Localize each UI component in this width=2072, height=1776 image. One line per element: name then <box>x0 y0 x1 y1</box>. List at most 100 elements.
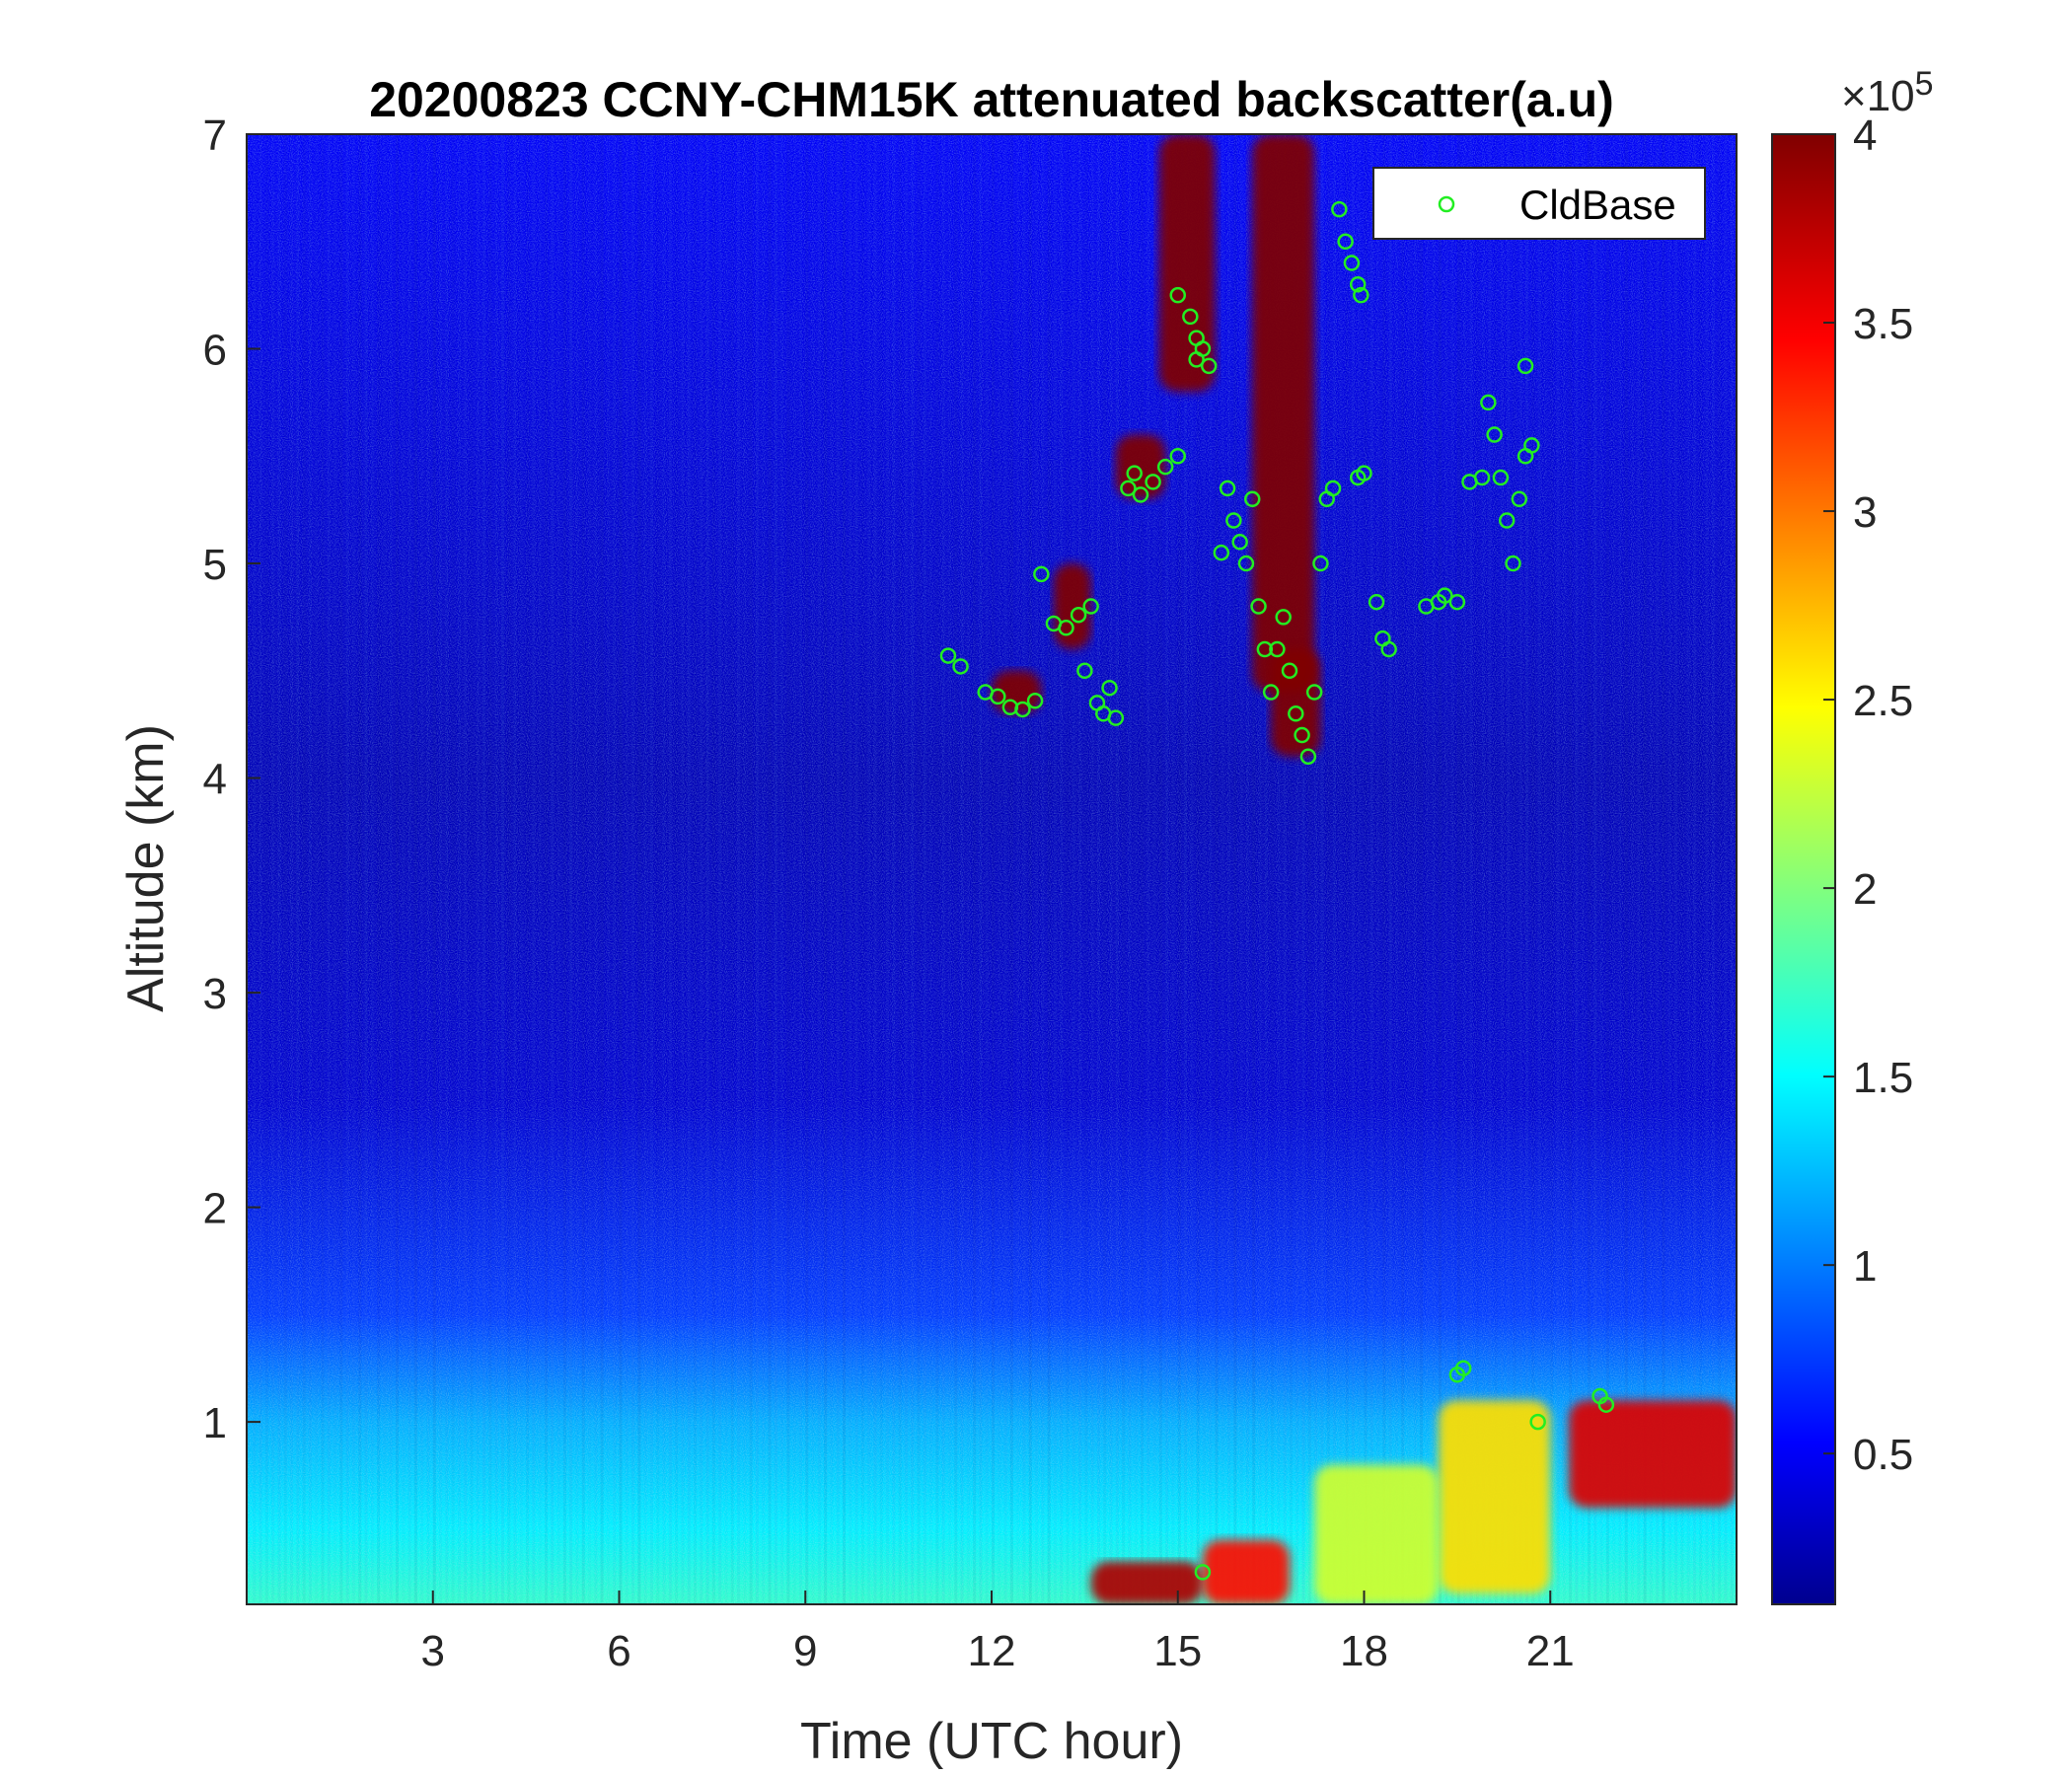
x-tick-label: 12 <box>968 1627 1016 1675</box>
cloud-region <box>1053 563 1091 650</box>
legend: CldBase <box>1372 167 1706 240</box>
cldbase-point <box>1026 692 1044 709</box>
legend-marker <box>1438 195 1455 213</box>
colorbar-tick-label: 4 <box>1853 111 1877 160</box>
cldbase-point <box>1213 544 1230 561</box>
cldbase-point <box>1070 606 1087 624</box>
cldbase-point <box>1448 593 1466 611</box>
cloud-region <box>1569 1400 1737 1509</box>
colorbar-ticks: 0.5 1 1.5 2 2.5 3 3.5 4 <box>1823 111 1913 1479</box>
y-tick-label: 5 <box>203 541 227 589</box>
cldbase-point <box>1480 394 1497 411</box>
cldbase-point <box>1505 555 1521 572</box>
cldbase-point <box>1492 469 1510 486</box>
cldbase-point <box>1126 465 1143 481</box>
cloud-region <box>1090 1561 1203 1604</box>
cldbase-point <box>1597 1396 1615 1413</box>
cldbase-point <box>1169 286 1186 304</box>
cldbase-point <box>1082 598 1099 615</box>
cldbase-point <box>1380 640 1397 658</box>
cldbase-point <box>990 688 1006 705</box>
cldbase-point <box>1343 255 1361 271</box>
cldbase-point <box>1473 469 1491 486</box>
cldbase-point <box>1014 701 1031 718</box>
cldbase-point <box>939 647 957 664</box>
cldbase-point <box>1511 490 1528 508</box>
cldbase-point <box>1219 480 1236 497</box>
colorbar-tick-label: 2.5 <box>1853 677 1913 725</box>
y-axis: 1 2 3 4 5 6 7 <box>203 111 260 1447</box>
cldbase-point <box>1356 465 1372 481</box>
colorbar-tick-label: 3.5 <box>1853 300 1913 348</box>
cldbase-point <box>1244 490 1261 508</box>
colorbar-tick-label: 1.5 <box>1853 1054 1913 1102</box>
cldbase-point <box>1312 555 1329 572</box>
cldbase-point <box>1437 587 1453 604</box>
cldbase-point <box>1288 705 1304 722</box>
colorbar-gradient <box>1771 133 1836 1605</box>
plot-area <box>246 133 1738 1605</box>
legend-box <box>1372 167 1706 240</box>
cldbase-point <box>1250 598 1267 615</box>
colorbar-tick-label: 1 <box>1853 1242 1877 1291</box>
y-axis-label: Altitude (km) <box>117 724 175 1012</box>
x-axis-label: Time (UTC hour) <box>800 1713 1183 1770</box>
y-tick-label: 2 <box>203 1185 227 1233</box>
y-tick-label: 7 <box>203 111 227 160</box>
cldbase-point <box>1120 480 1137 497</box>
cldbase-series <box>939 200 1615 1581</box>
cldbase-point <box>1269 640 1286 658</box>
cldbase-point <box>1281 662 1298 680</box>
x-axis: 3 6 9 12 15 18 21 <box>421 1591 1575 1675</box>
cldbase-point <box>1169 448 1186 465</box>
cldbase-point <box>1294 726 1310 744</box>
cldbase-point <box>1454 1360 1472 1376</box>
y-tick-label: 3 <box>203 970 227 1018</box>
cldbase-point <box>1486 426 1503 443</box>
cldbase-point <box>1231 534 1248 551</box>
cldbase-point <box>1256 640 1274 658</box>
x-tick-label: 3 <box>421 1627 445 1675</box>
y-tick-label: 1 <box>203 1399 227 1447</box>
cldbase-point <box>1200 357 1218 375</box>
cldbase-point <box>1145 474 1161 490</box>
y-tick-label: 6 <box>203 327 227 375</box>
cldbase-point <box>1194 1564 1212 1581</box>
chart-title: 20200823 CCNY-CHM15K attenuated backscat… <box>369 72 1614 127</box>
cldbase-point <box>1101 679 1118 697</box>
cldbase-point <box>1076 662 1093 680</box>
cldbase-point <box>1337 233 1354 251</box>
cldbase-point <box>1353 286 1369 304</box>
colorbar-tick-label: 0.5 <box>1853 1431 1913 1479</box>
heatmap-noise <box>247 134 1737 1604</box>
cloud-region <box>1439 1400 1551 1594</box>
cldbase-point <box>1058 620 1074 636</box>
x-tick-label: 15 <box>1153 1627 1202 1675</box>
cldbase-point <box>1225 512 1242 529</box>
colorbar-tick-label: 3 <box>1853 488 1877 537</box>
cldbase-point <box>1324 480 1342 497</box>
colorbar-tick-label: 2 <box>1853 865 1877 914</box>
cloud-region <box>1252 134 1315 693</box>
cldbase-point <box>1188 351 1205 368</box>
cldbase-point <box>1305 684 1323 701</box>
cldbase-point <box>1182 308 1199 326</box>
x-tick-label: 21 <box>1526 1627 1575 1675</box>
cldbase-point <box>1523 437 1540 454</box>
cldbase-point <box>1262 684 1280 701</box>
cldbase-point <box>1156 458 1174 476</box>
cldbase-point <box>1517 357 1534 375</box>
cldbase-point <box>1033 565 1050 583</box>
x-tick-label: 9 <box>793 1627 817 1675</box>
cldbase-point <box>952 658 969 675</box>
cloud-region <box>1202 1539 1290 1604</box>
x-tick-label: 6 <box>607 1627 630 1675</box>
y-tick-label: 4 <box>203 756 227 804</box>
cldbase-point <box>1331 200 1348 218</box>
cloud-region <box>1115 434 1166 499</box>
cldbase-point <box>1529 1413 1546 1431</box>
colorbar: 0.5 1 1.5 2 2.5 3 3.5 4 ×105 <box>1771 65 1934 1605</box>
cloud-region <box>1271 649 1321 757</box>
legend-label: CldBase <box>1519 182 1676 228</box>
